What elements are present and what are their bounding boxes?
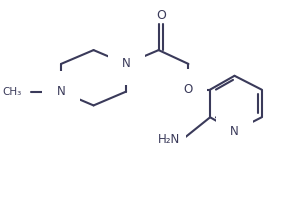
Text: O: O <box>156 9 166 22</box>
Text: CH₃: CH₃ <box>3 87 22 97</box>
Text: O: O <box>184 83 193 96</box>
Text: N: N <box>57 85 65 98</box>
Text: N: N <box>122 58 130 70</box>
Text: N: N <box>230 125 239 138</box>
Text: H₂N: H₂N <box>158 133 180 145</box>
